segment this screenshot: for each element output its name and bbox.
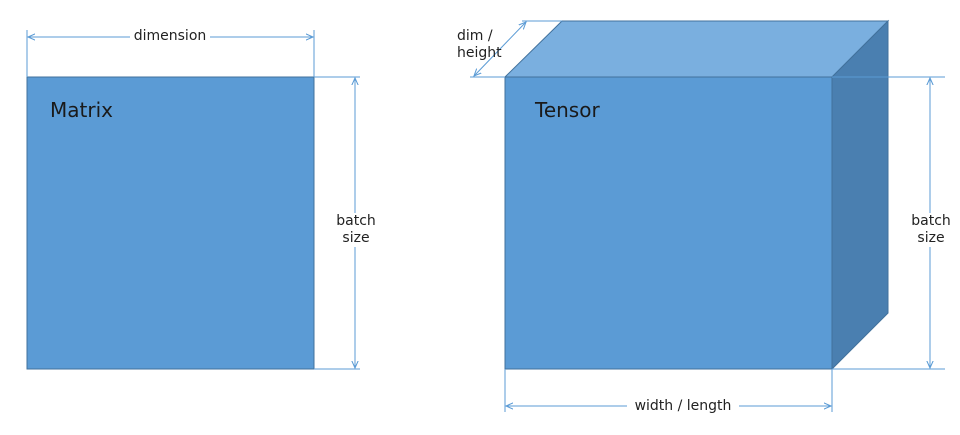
matrix-block [26,76,315,370]
matrix-title: Matrix [50,98,113,122]
tensor-title: Tensor [535,98,600,122]
tensor-depth-label: dim / height [457,28,502,61]
tensor-depth-arrow [474,22,526,76]
tensor-front-face [504,76,833,370]
tensor-batch-size-label: batch size [908,213,954,247]
tensor-width-label: width / length [627,398,739,415]
matrix-dimension-label: dimension [130,28,210,45]
tensor-top-face [503,20,890,78]
tensor-side-face [831,19,889,371]
matrix-batch-size-label: batch size [333,213,379,247]
